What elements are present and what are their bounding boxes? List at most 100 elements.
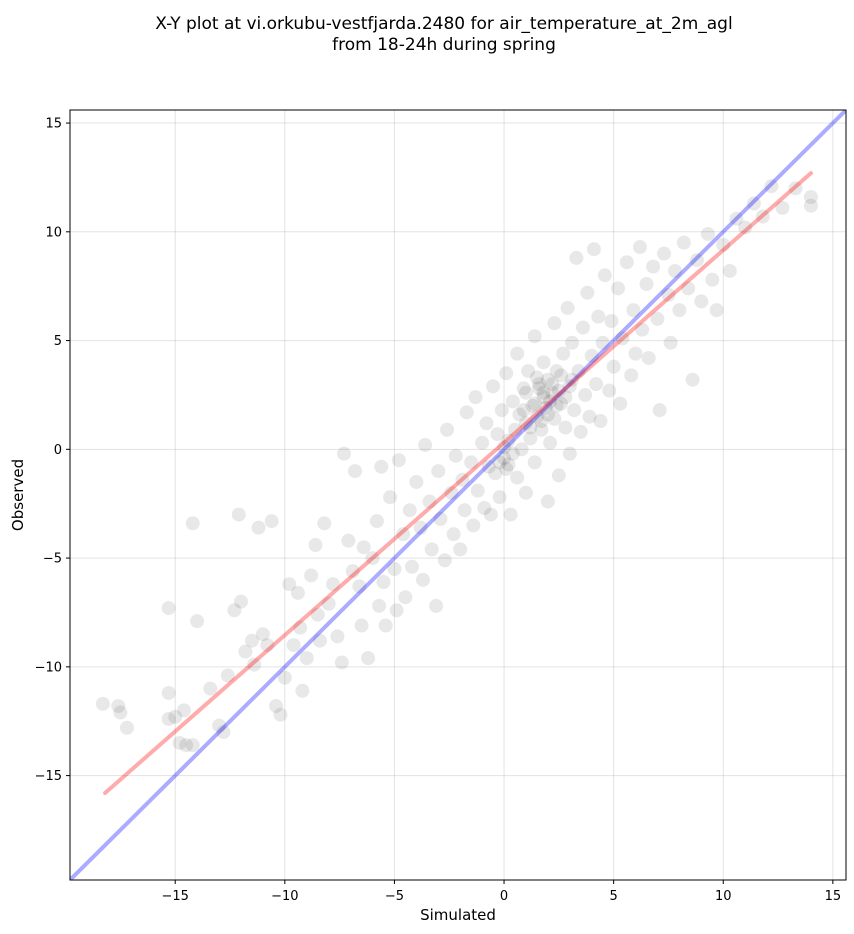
- scatter-point: [663, 335, 678, 350]
- scatter-point: [492, 490, 507, 505]
- chart-title: X-Y plot at vi.orkubu-vestfjarda.2480 fo…: [155, 14, 732, 34]
- scatter-point: [383, 490, 398, 505]
- scatter-point: [286, 638, 301, 653]
- scatter-point: [657, 246, 672, 261]
- scatter-point: [354, 618, 369, 633]
- scatter-point: [468, 390, 483, 405]
- scatter-point: [457, 503, 472, 518]
- scatter-point: [185, 516, 200, 531]
- scatter-point: [444, 485, 459, 500]
- scatter-point: [529, 370, 544, 385]
- scatter-point: [507, 422, 522, 437]
- scatter-point: [551, 468, 566, 483]
- scatter-point: [337, 446, 352, 461]
- x-tick-label: −5: [385, 889, 404, 904]
- scatter-point: [626, 303, 641, 318]
- scatter-point: [672, 303, 687, 318]
- scatter-point: [545, 385, 560, 400]
- scatter-point: [398, 590, 413, 605]
- scatter-point: [464, 455, 479, 470]
- x-tick-label: 10: [715, 889, 732, 904]
- scatter-point: [310, 607, 325, 622]
- scatter-point: [486, 379, 501, 394]
- scatter-point: [448, 448, 463, 463]
- scatter-point: [317, 516, 332, 531]
- scatter-point: [179, 738, 194, 753]
- scatter-point: [685, 372, 700, 387]
- scatter-point: [518, 416, 533, 431]
- scatter-point: [409, 474, 424, 489]
- scatter-point: [569, 250, 584, 265]
- x-tick-label: −10: [271, 889, 298, 904]
- scatter-point: [220, 668, 235, 683]
- scatter-point: [549, 398, 564, 413]
- scatter-point: [431, 464, 446, 479]
- y-axis-label: Observed: [9, 459, 27, 531]
- scatter-point: [295, 683, 310, 698]
- scatter-point: [527, 396, 542, 411]
- scatter-point: [641, 350, 656, 365]
- scatter-point: [722, 263, 737, 278]
- x-tick-label: 15: [825, 889, 842, 904]
- scatter-point: [424, 542, 439, 557]
- y-tick-label: −15: [35, 769, 62, 784]
- scatter-point: [549, 364, 564, 379]
- scatter-point: [516, 381, 531, 396]
- scatter-point: [547, 316, 562, 331]
- scatter-point: [775, 200, 790, 215]
- scatter-point: [536, 390, 551, 405]
- scatter-point: [573, 424, 588, 439]
- scatter-point: [661, 287, 676, 302]
- scatter-point: [273, 707, 288, 722]
- scatter-point: [190, 614, 205, 629]
- scatter-point: [516, 403, 531, 418]
- scatter-point: [538, 400, 553, 415]
- scatter-point: [527, 455, 542, 470]
- scatter-point: [571, 364, 586, 379]
- scatter-point: [545, 377, 560, 392]
- scatter-point: [746, 196, 761, 211]
- scatter-point: [681, 281, 696, 296]
- scatter-point: [391, 453, 406, 468]
- scatter-points: [95, 179, 818, 753]
- scatter-point: [580, 285, 595, 300]
- chart-subtitle: from 18-24h during spring: [332, 35, 556, 55]
- plot-area: [70, 110, 846, 880]
- scatter-point: [755, 209, 770, 224]
- x-tick-label: 5: [609, 889, 617, 904]
- scatter-point: [540, 372, 555, 387]
- scatter-point: [497, 440, 512, 455]
- scatter-point: [413, 520, 428, 535]
- scatter-point: [619, 255, 634, 270]
- scatter-point: [650, 311, 665, 326]
- scatter-point: [429, 598, 444, 613]
- scatter-point: [578, 387, 593, 402]
- scatter-point: [321, 596, 336, 611]
- scatter-point: [597, 268, 612, 283]
- scatter-point: [389, 603, 404, 618]
- scatter-point: [481, 459, 496, 474]
- scatter-point: [606, 359, 621, 374]
- scatter-point: [613, 396, 628, 411]
- scatter-point: [244, 633, 259, 648]
- scatter-point: [709, 303, 724, 318]
- scatter-point: [372, 598, 387, 613]
- scatter-point: [560, 300, 575, 315]
- scatter-point: [477, 501, 492, 516]
- scatter-point: [589, 377, 604, 392]
- scatter-point: [527, 329, 542, 344]
- scatter-point: [558, 420, 573, 435]
- scatter-point: [501, 433, 516, 448]
- scatter-point: [694, 294, 709, 309]
- scatter-point: [729, 211, 744, 226]
- scatter-point: [540, 494, 555, 509]
- x-tick-label: 0: [500, 889, 508, 904]
- scatter-point: [716, 237, 731, 252]
- scatter-point: [352, 579, 367, 594]
- scatter-point: [369, 514, 384, 529]
- scatter-point: [593, 414, 608, 429]
- scatter-point: [529, 409, 544, 424]
- scatter-point: [238, 644, 253, 659]
- scatter-point: [440, 422, 455, 437]
- scatter-point: [113, 705, 128, 720]
